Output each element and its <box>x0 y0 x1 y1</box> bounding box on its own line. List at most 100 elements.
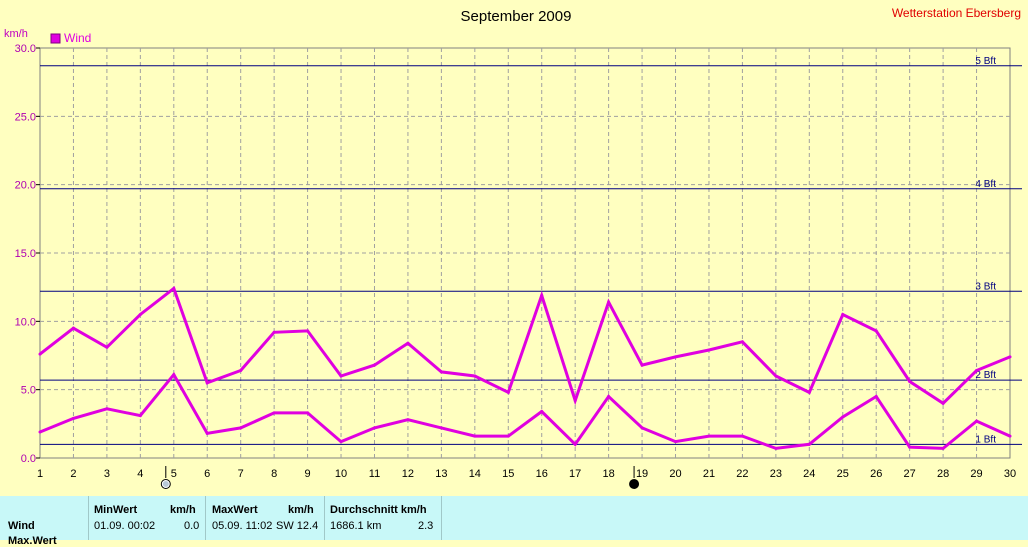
avg-header: Durchschnitt km/h <box>330 504 427 516</box>
y-axis-unit: km/h <box>4 28 28 40</box>
data-point <box>172 287 176 291</box>
x-tick-label: 17 <box>569 468 581 480</box>
grid-lines <box>40 48 1010 458</box>
data-point <box>272 330 276 334</box>
data-point <box>941 446 945 450</box>
data-point <box>707 434 711 438</box>
row-label-max: Max.Wert <box>8 535 57 547</box>
data-point <box>339 440 343 444</box>
y-tick-label: 25.0 <box>15 111 36 123</box>
data-point <box>272 411 276 415</box>
x-tick-label: 9 <box>305 468 311 480</box>
y-tick-label: 5.0 <box>21 385 36 397</box>
data-point <box>205 381 209 385</box>
x-tick-label: 25 <box>837 468 849 480</box>
max-header: MaxWert <box>212 504 258 516</box>
data-point <box>439 370 443 374</box>
x-tick-label: 6 <box>204 468 210 480</box>
min-unit-header: km/h <box>170 504 196 516</box>
x-tick-label: 29 <box>970 468 982 480</box>
x-tick-label: 1 <box>37 468 43 480</box>
x-tick-label: 30 <box>1004 468 1016 480</box>
data-point <box>774 374 778 378</box>
data-point <box>774 446 778 450</box>
data-point <box>372 426 376 430</box>
data-point <box>306 411 310 415</box>
x-tick-label: 11 <box>369 468 380 480</box>
data-point <box>908 445 912 449</box>
data-point <box>71 416 75 420</box>
x-tick-label: 7 <box>238 468 244 480</box>
avg-value: 2.3 <box>418 520 434 532</box>
data-point <box>506 434 510 438</box>
data-point <box>473 374 477 378</box>
x-tick-label: 26 <box>870 468 882 480</box>
avg-distance: 1686.1 km <box>330 520 382 532</box>
stats-divider <box>441 496 442 540</box>
data-point <box>339 374 343 378</box>
new-moon-icon <box>629 479 640 489</box>
x-tick-label: 15 <box>502 468 514 480</box>
max-value: SW 12.4 <box>276 520 319 532</box>
data-point <box>707 348 711 352</box>
data-point <box>439 426 443 430</box>
data-point <box>674 440 678 444</box>
y-tick-label: 10.0 <box>15 316 36 328</box>
x-tick-label: 10 <box>335 468 347 480</box>
data-point <box>138 313 142 316</box>
beaufort-lines: 1 Bft 2 Bft 3 Bft 4 Bft 5 Bft <box>40 56 1022 445</box>
data-point <box>573 442 577 446</box>
x-tick-label: 20 <box>669 468 681 480</box>
chart-title: September 2009 <box>461 8 572 25</box>
beaufort-label: 4 Bft <box>975 179 996 190</box>
data-point <box>908 379 912 383</box>
y-tick-label: 15.0 <box>15 248 36 260</box>
x-tick-label: 27 <box>904 468 916 480</box>
data-point <box>607 395 611 398</box>
y-tick-label: 20.0 <box>15 180 36 192</box>
stats-divider <box>205 496 206 540</box>
x-tick-label: 2 <box>70 468 76 480</box>
min-value: 0.0 <box>184 520 200 532</box>
series-line <box>39 286 1011 406</box>
x-tick-label: 4 <box>137 468 143 480</box>
data-point <box>406 418 410 422</box>
data-point <box>975 369 979 373</box>
station-name: Wetterstation Ebersberg <box>892 6 1021 20</box>
data-point <box>71 326 75 330</box>
x-tick-label: 14 <box>469 468 481 480</box>
x-tick-label: 8 <box>271 468 277 480</box>
stats-divider <box>324 496 325 540</box>
x-tick-label: 24 <box>803 468 815 480</box>
data-point <box>740 340 744 344</box>
data-point <box>874 329 878 333</box>
data-point <box>975 419 979 423</box>
data-point <box>506 390 510 394</box>
x-axis-ticks: 1 2 3 4 5 6 7 8 9 10 11 12 13 14 15 16 17 18 19 20 21 22 23 24 2… <box>37 468 1016 480</box>
min-header: MinWert <box>94 504 138 516</box>
data-point <box>38 430 42 434</box>
data-point <box>540 293 544 297</box>
legend-label[interactable]: Wind <box>64 31 91 45</box>
data-point <box>740 434 744 438</box>
x-tick-label: 28 <box>937 468 949 480</box>
x-tick-label: 23 <box>770 468 782 480</box>
beaufort-label: 3 Bft <box>975 281 996 292</box>
data-point <box>674 355 678 359</box>
y-tick-label: 0.0 <box>21 453 36 465</box>
data-point <box>807 390 811 394</box>
data-point <box>38 352 42 356</box>
wind-chart: September 2009 Wetterstation Ebersberg k… <box>4 6 1022 489</box>
data-point <box>205 431 209 435</box>
x-tick-label: 22 <box>736 468 748 480</box>
data-point <box>105 407 109 411</box>
x-tick-label: 13 <box>435 468 447 480</box>
moon-markers <box>160 466 640 489</box>
x-tick-label: 5 <box>171 468 177 480</box>
data-point <box>372 363 376 367</box>
data-point <box>874 395 878 398</box>
data-point <box>239 369 243 373</box>
beaufort-label: 5 Bft <box>975 56 996 67</box>
data-point <box>640 426 644 430</box>
data-point <box>640 363 644 367</box>
